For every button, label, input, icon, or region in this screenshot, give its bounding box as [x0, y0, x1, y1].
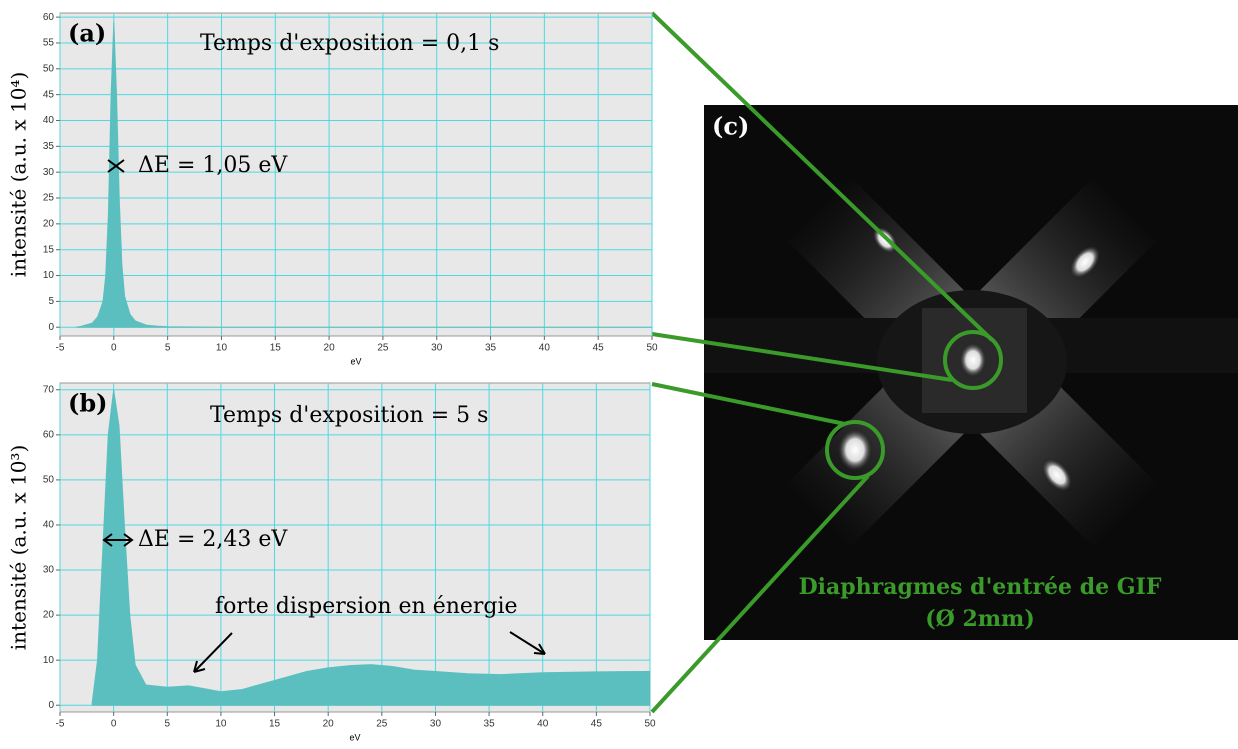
x-tick-label: 20: [324, 343, 336, 354]
spectrum-area: [76, 22, 652, 328]
y-tick-label: 60: [43, 12, 55, 23]
x-tick-label: 25: [376, 719, 388, 730]
y-tick-label: 0: [48, 700, 54, 711]
y-tick-label: 25: [43, 193, 55, 204]
x-tick-label: 45: [591, 719, 603, 730]
y-tick-label: 35: [43, 141, 55, 152]
x-tick-label: 10: [215, 719, 227, 730]
x-tick-label: 35: [485, 343, 497, 354]
y-tick-label: 50: [43, 475, 55, 486]
x-tick-label: 35: [484, 719, 496, 730]
y-tick-label: 30: [43, 167, 55, 178]
panel-label: (c): [712, 112, 749, 141]
y-tick-label: 70: [43, 384, 55, 395]
x-axis-label: eV: [350, 356, 361, 366]
caption: Diaphragmes d'entrée de GIF: [799, 574, 1162, 600]
x-tick-label: 15: [270, 343, 282, 354]
x-tick-label: 30: [431, 343, 443, 354]
x-tick-label: 0: [111, 343, 117, 354]
x-tick-label: 20: [323, 719, 335, 730]
arrow: [193, 632, 233, 673]
x-tick-label: 45: [593, 343, 605, 354]
y-tick-label: 0: [48, 322, 54, 333]
x-tick-label: 5: [164, 719, 170, 730]
panel-label: (a): [68, 19, 106, 48]
y-tick-label: 15: [43, 244, 55, 255]
connector-lines: [650, 11, 994, 714]
x-tick-label: 30: [430, 719, 442, 730]
annotation: Temps d'exposition = 0,1 s: [200, 31, 499, 56]
y-tick-label: 20: [43, 610, 55, 621]
y-tick-label: 55: [43, 38, 55, 49]
y-tick-label: 45: [43, 89, 55, 100]
x-tick-label: 25: [377, 343, 389, 354]
y-tick-label: 50: [43, 63, 55, 74]
x-tick-label: 50: [646, 343, 658, 354]
x-tick-label: 0: [111, 719, 117, 730]
x-tick-label: -5: [56, 343, 65, 354]
arrow: [107, 159, 125, 173]
y-tick-label: 30: [43, 565, 55, 576]
arrow: [509, 631, 546, 655]
fwhm-marker: [102, 533, 134, 547]
caption: (Ø 2mm): [925, 606, 1035, 632]
annotation: forte dispersion en énergie: [215, 594, 518, 619]
x-tick-label: 15: [269, 719, 281, 730]
x-axis-label: eV: [349, 732, 360, 742]
x-tick-label: 40: [537, 719, 549, 730]
y-axis-label: intensité (a.u. x 10⁴): [7, 72, 31, 278]
plot-area: [59, 12, 653, 337]
panel-label: (b): [68, 389, 108, 418]
x-tick-label: 10: [216, 343, 228, 354]
x-tick-label: -5: [56, 719, 65, 730]
y-tick-label: 40: [43, 115, 55, 126]
y-tick-label: 20: [43, 218, 55, 229]
y-tick-label: 40: [43, 520, 55, 531]
arrow: [102, 533, 134, 547]
spectrum-area: [91, 389, 651, 706]
y-tick-label: 5: [48, 296, 54, 307]
annotation: ΔE = 1,05 eV: [138, 153, 288, 178]
annotation: Temps d'exposition = 5 s: [210, 403, 488, 428]
y-tick-label: 60: [43, 429, 55, 440]
diffraction-image: [704, 105, 1238, 640]
plot-area: [59, 382, 651, 713]
x-tick-label: 40: [539, 343, 551, 354]
x-tick-label: 50: [644, 719, 656, 730]
annotation: ΔE = 2,43 eV: [138, 527, 288, 552]
fwhm-marker: [107, 159, 125, 173]
x-tick-label: 5: [165, 343, 171, 354]
y-axis-label: intensité (a.u. x 10³): [7, 445, 31, 651]
y-tick-label: 10: [43, 270, 55, 281]
y-tick-label: 10: [43, 655, 55, 666]
